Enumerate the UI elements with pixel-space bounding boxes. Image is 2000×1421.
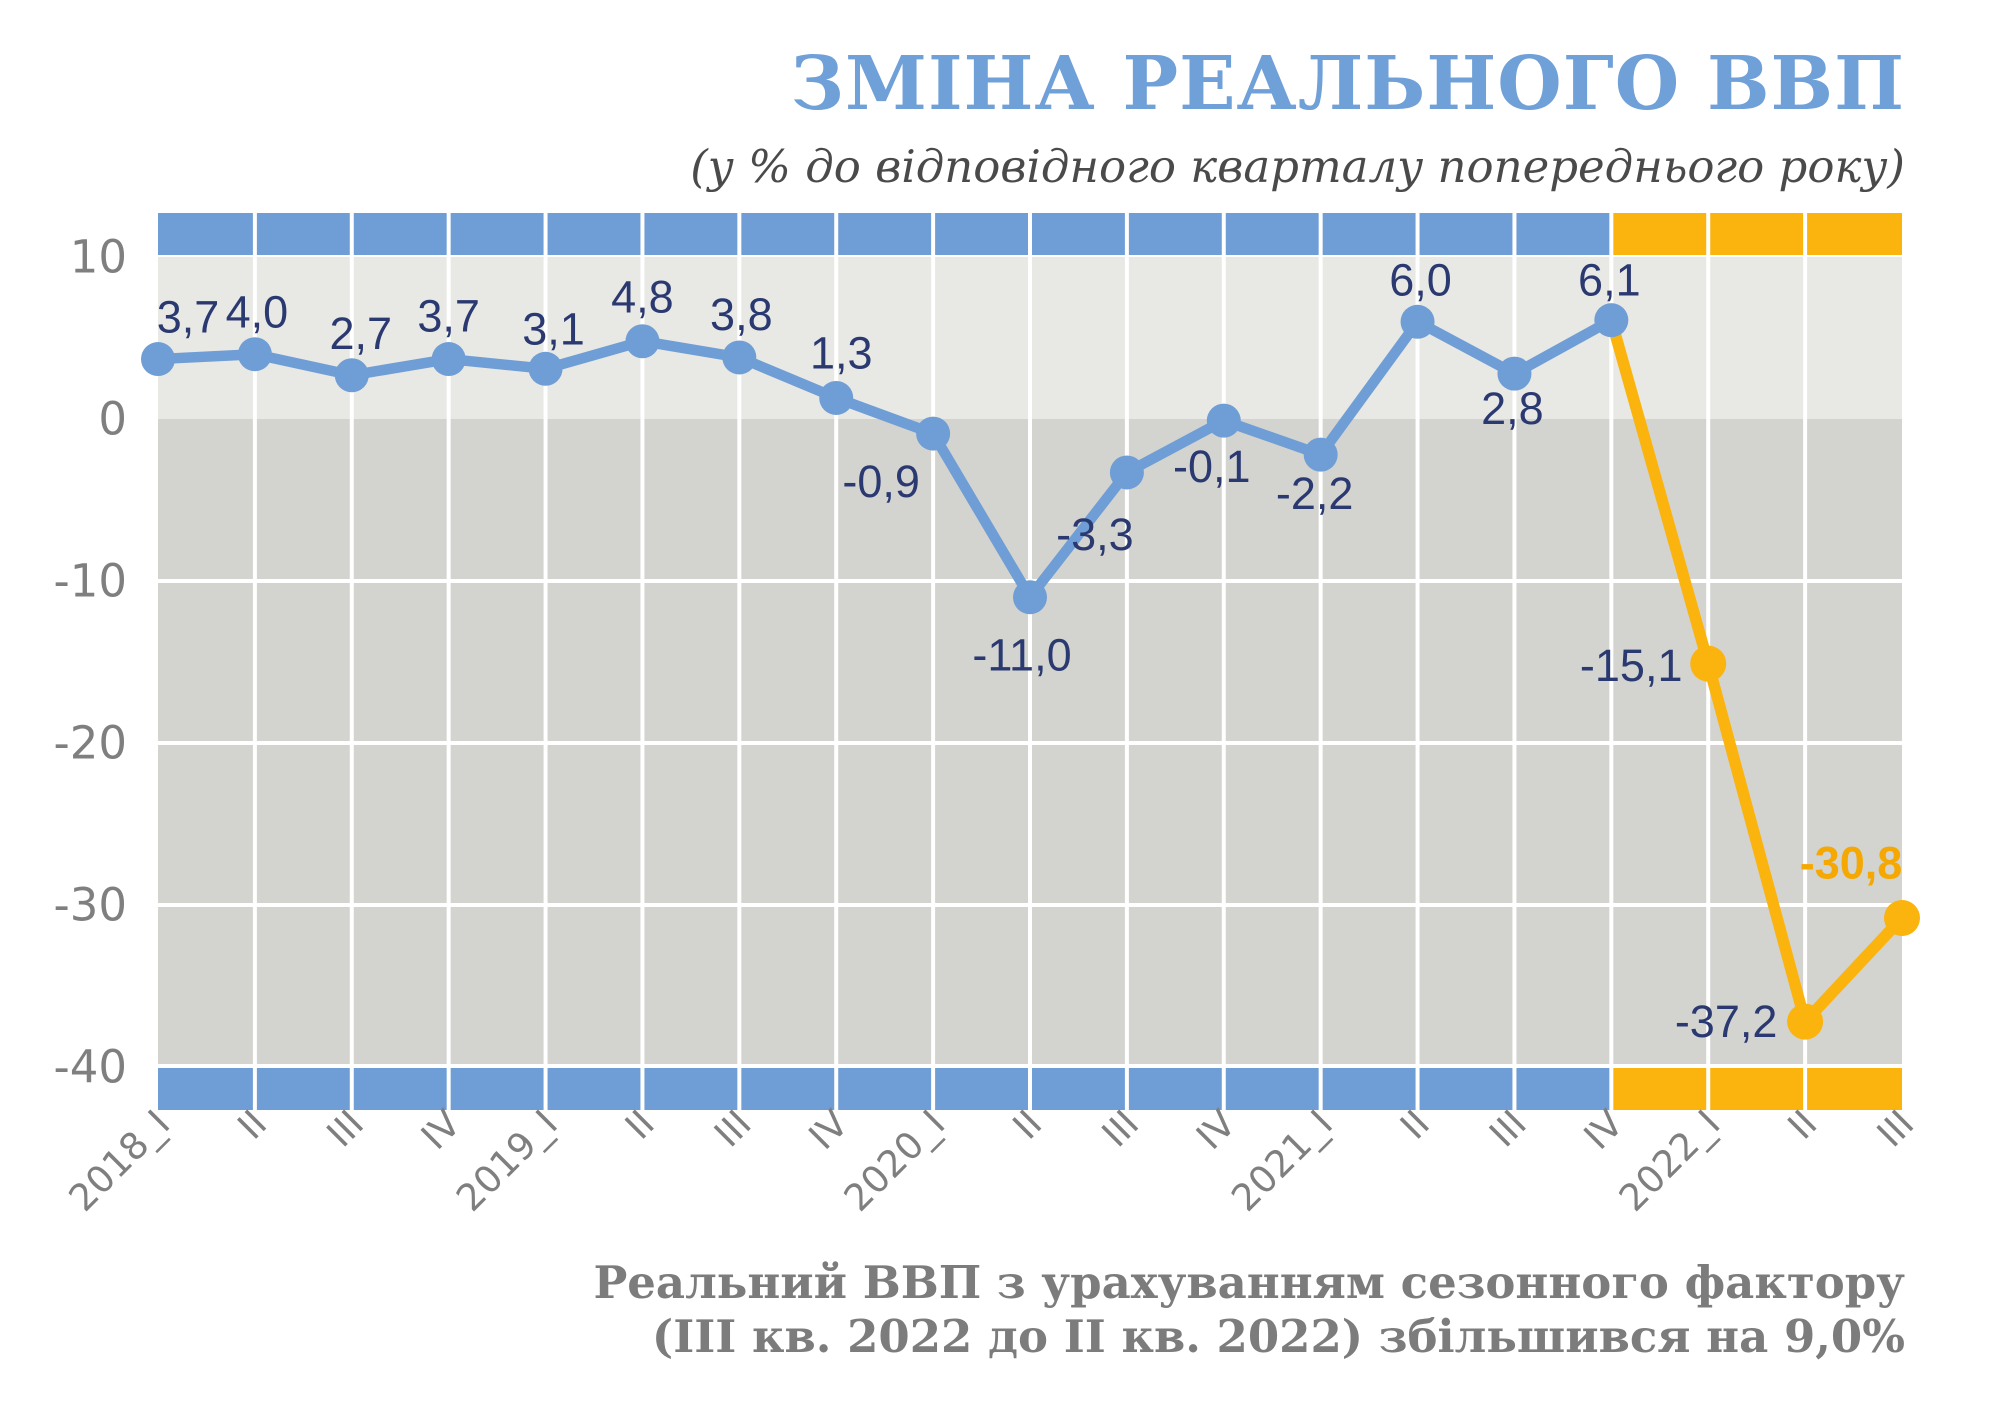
x-tick-label: IV	[413, 1102, 469, 1158]
top-band-segment	[1225, 213, 1319, 255]
data-point-marker	[1594, 303, 1629, 338]
top-band-segment	[547, 213, 641, 255]
bottom-band-segment	[1516, 1068, 1610, 1110]
top-band-segment	[158, 213, 253, 255]
data-point-label: 4,0	[226, 287, 289, 338]
bottom-band-segment	[838, 1068, 932, 1110]
bottom-band-segment	[353, 1068, 447, 1110]
data-point-label: -30,8	[1800, 837, 1903, 888]
bottom-band-segment	[1419, 1068, 1513, 1110]
data-point-marker	[1787, 1003, 1824, 1040]
footer-note-line1: Реальний ВВП з урахуванням сезонного фак…	[593, 1256, 1905, 1309]
top-band-segment	[1419, 213, 1513, 255]
data-point-marker	[334, 358, 369, 393]
top-band-segment	[741, 213, 835, 255]
data-point-marker	[1400, 304, 1435, 339]
data-point-label: 6,1	[1578, 255, 1641, 306]
data-point-label: 3,8	[710, 289, 773, 340]
data-point-marker	[819, 380, 854, 415]
data-point-label: -0,9	[842, 456, 920, 507]
x-tick-label: IV	[1576, 1102, 1632, 1158]
data-point-marker	[1109, 455, 1144, 490]
data-point-label: -15,1	[1580, 640, 1683, 691]
chart-subtitle: (у % до відповідного кварталу попередньо…	[690, 140, 1905, 193]
data-point-label: 3,7	[157, 292, 220, 343]
data-point-label: 2,7	[329, 308, 392, 359]
data-point-marker	[625, 324, 660, 359]
top-band-segment	[644, 213, 738, 255]
data-point-marker	[1497, 356, 1532, 391]
top-band-segment	[1807, 213, 1902, 255]
data-point-marker	[1690, 645, 1727, 682]
top-band-segment	[838, 213, 932, 255]
data-point-label: 6,0	[1389, 254, 1452, 305]
series-line-yellow-series	[1605, 314, 1908, 1028]
x-tick-label: 2022_I	[1611, 1102, 1729, 1220]
x-tick-label: IV	[1188, 1102, 1244, 1158]
bottom-band-segment	[158, 1068, 253, 1110]
footer-note-line2: (ІІІ кв. 2022 до ІІ кв. 2022) збільшився…	[651, 1310, 1905, 1363]
x-tick-label: 2019_I	[448, 1102, 566, 1220]
bottom-band-segment	[644, 1068, 738, 1110]
top-band-segment	[1613, 213, 1707, 255]
bottom-band-segment	[450, 1068, 544, 1110]
data-point-label: -2,2	[1276, 468, 1354, 519]
series-line-blue-series	[152, 314, 1617, 603]
y-tick-label: -10	[54, 555, 128, 608]
top-band-segment	[1710, 213, 1804, 255]
data-point-marker	[722, 340, 757, 375]
data-point-marker	[1884, 899, 1920, 936]
data-point-label: -37,2	[1675, 996, 1778, 1047]
bottom-band-segment	[1128, 1068, 1222, 1110]
data-point-label: 3,1	[522, 303, 585, 354]
data-point-marker	[141, 342, 175, 377]
x-tick-label: 2018_I	[61, 1102, 179, 1220]
chart-title: ЗМІНА РЕАЛЬНОГО ВВП	[790, 41, 1905, 127]
data-point-marker	[1206, 403, 1241, 438]
y-tick-label: -20	[54, 717, 128, 770]
top-band-segment	[450, 213, 544, 255]
bottom-band-segment	[547, 1068, 641, 1110]
footer-note: Реальний ВВП з урахуванням сезонного фак…	[593, 1256, 1905, 1364]
bottom-band-segment	[1225, 1068, 1319, 1110]
data-point-label: 3,7	[417, 291, 480, 342]
data-point-marker	[1303, 437, 1338, 472]
y-tick-label: -30	[54, 879, 128, 932]
bottom-band-segment	[1032, 1068, 1125, 1110]
data-point-label: -11,0	[972, 630, 1071, 681]
bottom-band-segment	[1322, 1068, 1416, 1110]
top-band-segment	[1032, 213, 1125, 255]
data-point-marker	[237, 337, 272, 372]
data-point-label: 4,8	[611, 272, 674, 323]
x-tick-label: 2020_I	[836, 1102, 954, 1220]
bottom-band-segment	[741, 1068, 835, 1110]
top-band-segment	[1516, 213, 1610, 255]
data-point-marker	[528, 351, 563, 386]
data-point-marker	[431, 342, 466, 377]
x-tick-label: IV	[801, 1102, 857, 1158]
data-point-label: 2,8	[1481, 383, 1544, 434]
data-point-marker	[916, 416, 951, 451]
y-tick-label: -40	[54, 1041, 128, 1094]
bottom-band-segment	[935, 1068, 1028, 1110]
data-point-label: -0,1	[1173, 441, 1251, 492]
bottom-band-segment	[1710, 1068, 1804, 1110]
data-point-label: 1,3	[810, 327, 873, 378]
top-band-segment	[1322, 213, 1416, 255]
x-tick-label: 2021_I	[1223, 1102, 1341, 1220]
top-band-segment	[353, 213, 447, 255]
top-band-segment	[1128, 213, 1222, 255]
top-band-segment	[935, 213, 1028, 255]
y-tick-label: 0	[98, 393, 127, 446]
bottom-band-segment	[256, 1068, 350, 1110]
bottom-band-segment	[1807, 1068, 1902, 1110]
y-tick-label: 10	[70, 231, 127, 284]
bottom-band-segment	[1613, 1068, 1707, 1110]
data-point-label: -3,3	[1056, 509, 1134, 560]
data-point-marker	[1013, 580, 1047, 615]
top-band-segment	[256, 213, 350, 255]
